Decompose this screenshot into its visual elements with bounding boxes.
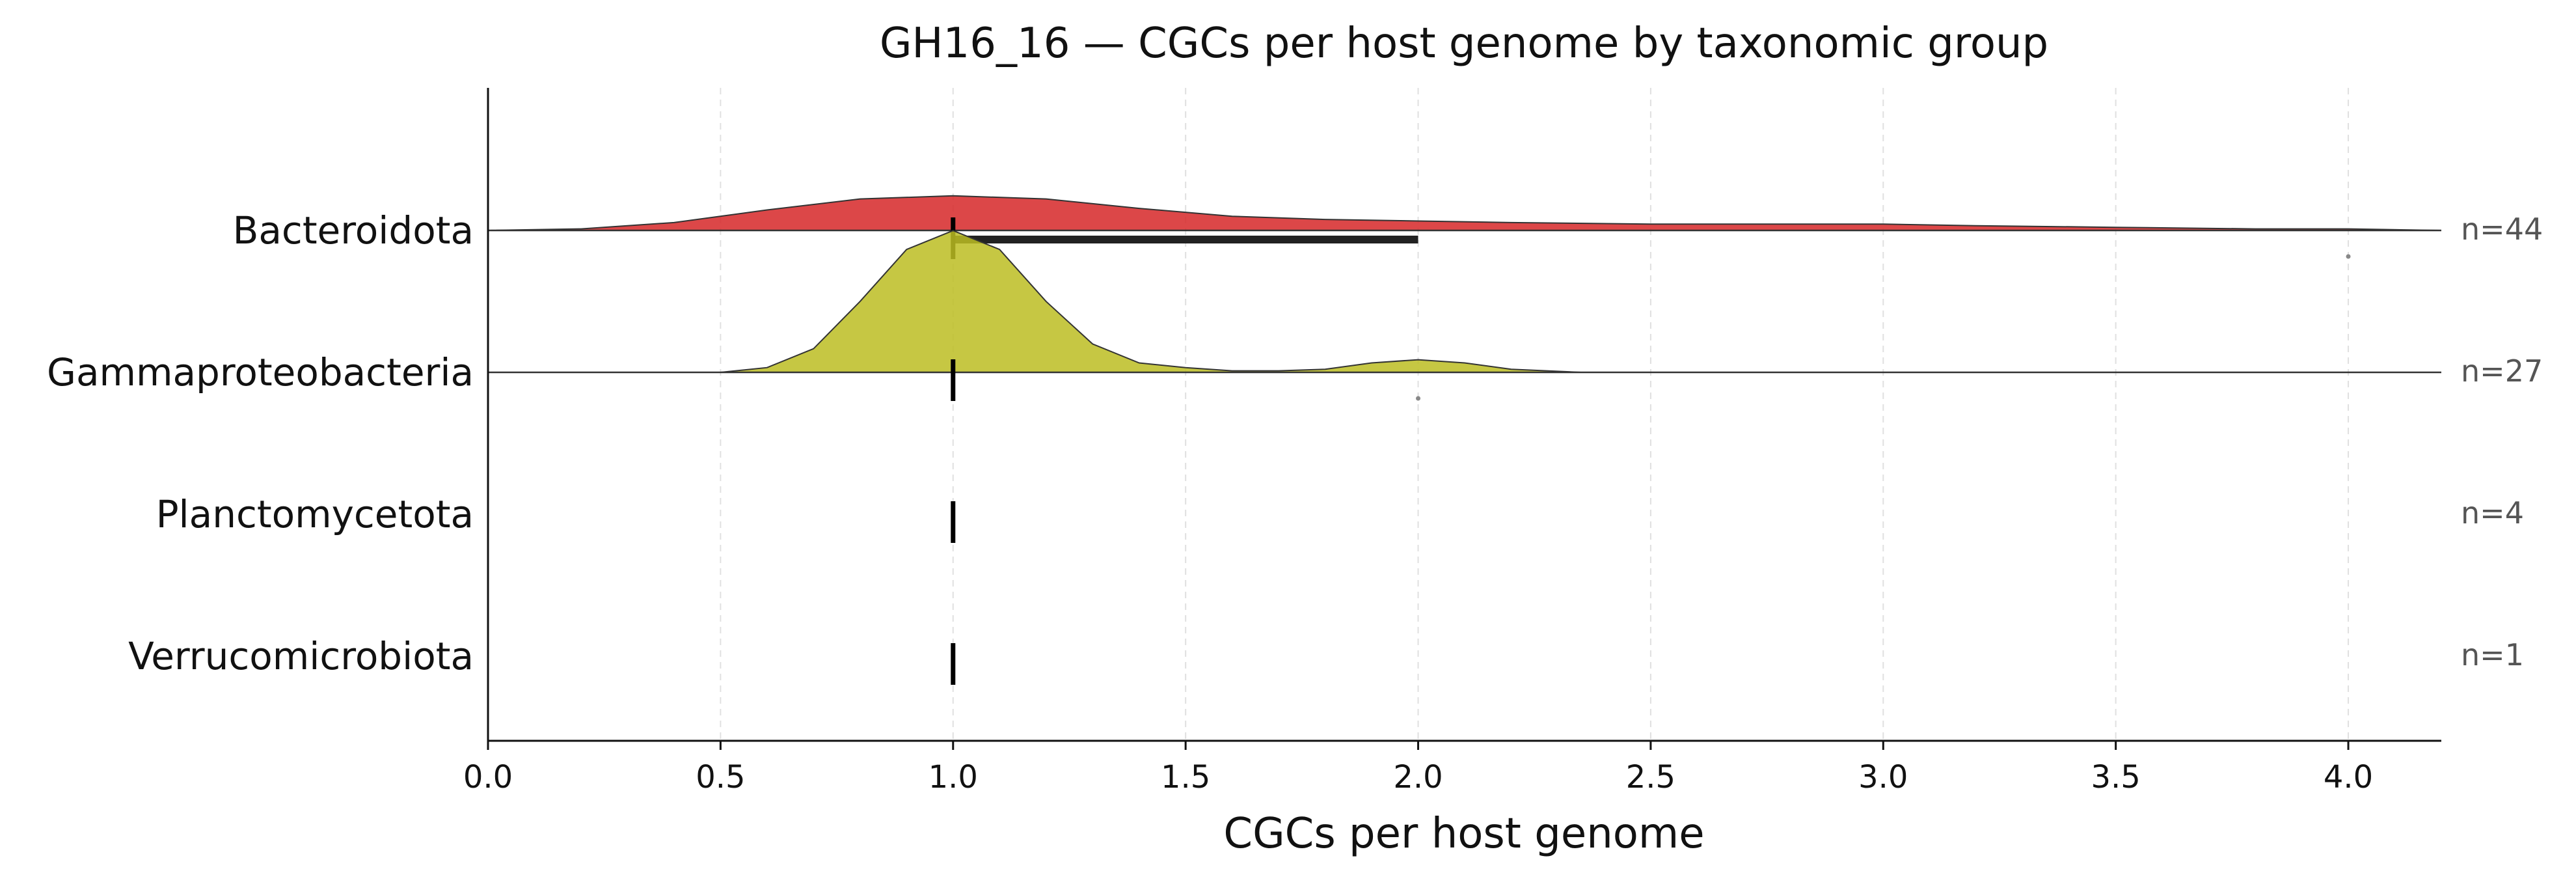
x-tick-label: 3.0 <box>1858 759 1908 795</box>
group-label: Bacteroidota <box>233 208 474 253</box>
x-axis-label: CGCs per host genome <box>1223 810 1704 858</box>
x-tick-label: 0.0 <box>463 759 513 795</box>
outlier-point <box>1416 396 1421 401</box>
ridges-layer <box>487 195 2442 685</box>
grid-layer <box>720 88 2350 741</box>
axes-layer <box>487 88 2441 742</box>
density-ridge <box>487 195 2442 231</box>
group-label: Planctomycetota <box>156 492 474 536</box>
group-label: Verrucomicrobiota <box>128 634 474 678</box>
sample-size-label: n=27 <box>2461 353 2543 389</box>
x-tick-label: 1.5 <box>1161 759 1210 795</box>
chart-title: GH16_16 — CGCs per host genome by taxono… <box>880 20 2048 68</box>
x-tick-label: 3.5 <box>2091 759 2140 795</box>
x-tick-label: 2.5 <box>1626 759 1675 795</box>
sample-size-label: n=44 <box>2461 212 2543 247</box>
x-tick-label: 1.0 <box>929 759 978 795</box>
x-tick-label: 0.5 <box>696 759 745 795</box>
group-label: Gammaproteobacteria <box>47 350 474 394</box>
x-tick-label: 4.0 <box>2324 759 2373 795</box>
sample-size-label: n=1 <box>2461 637 2524 672</box>
sample-size-label: n=4 <box>2461 495 2524 531</box>
x-ticks: 0.0 0.5 1.0 1.5 2.0 2.5 3.0 3.5 4.0 <box>463 741 2373 795</box>
outlier-point <box>2346 254 2351 259</box>
y-labels: Bacteroidota Gammaproteobacteria Planctomy… <box>47 208 474 678</box>
x-tick-label: 2.0 <box>1393 759 1443 795</box>
density-ridge <box>720 230 1581 373</box>
n-labels: n=44 n=27 n=4 n=1 <box>2461 212 2543 672</box>
